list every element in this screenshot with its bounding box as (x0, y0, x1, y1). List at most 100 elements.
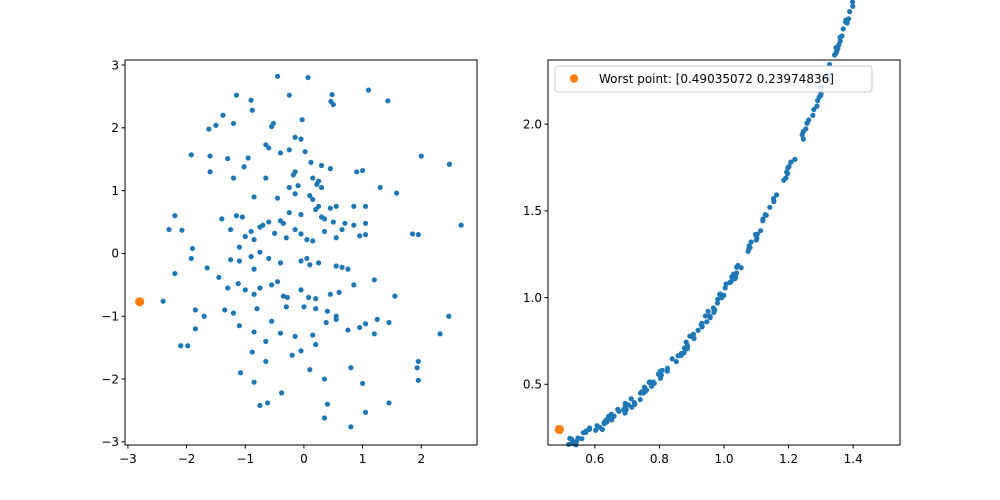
right-data-point (669, 356, 675, 362)
left-data-point (306, 294, 312, 301)
left-x-axis: −3 −2 −1 0 1 2 (119, 445, 425, 466)
left-data-point (192, 326, 198, 332)
right-data-point (629, 404, 635, 410)
right-data-point (747, 245, 753, 251)
left-data-point (330, 101, 336, 108)
right-data-point (673, 359, 679, 365)
left-data-point (248, 228, 254, 235)
left-data-point (251, 329, 257, 335)
left-data-point (292, 226, 298, 233)
left-data-point (329, 91, 335, 98)
right-data-point (575, 435, 581, 441)
left-data-point (299, 117, 305, 123)
left-data-point (409, 231, 416, 237)
left-data-point (264, 400, 271, 406)
left-data-point (362, 232, 369, 238)
left-data-point (166, 226, 172, 233)
left-data-point (316, 260, 322, 266)
left-data-point (354, 169, 360, 175)
right-data-point (760, 216, 766, 222)
right-data-point (675, 353, 681, 359)
right-scatter-plot: 0.6 0.8 1.0 1.2 1.4 0.5 1.0 1.5 2.0 Worst point… (523, 0, 901, 466)
left-data-point (222, 307, 228, 313)
left-y-tick-label: 3 (111, 58, 119, 72)
right-data-point (758, 228, 764, 234)
left-data-point (172, 270, 178, 277)
left-data-point (298, 136, 304, 142)
left-data-point (392, 293, 398, 299)
left-data-point (201, 313, 207, 319)
right-x-tick-label: 1.0 (714, 452, 733, 466)
left-data-point (351, 222, 357, 228)
right-data-point (728, 279, 734, 285)
right-x-tick-label: 1.2 (779, 452, 798, 466)
left-data-point (333, 316, 339, 322)
legend-box (554, 65, 873, 93)
right-data-point (786, 163, 792, 170)
left-data-point (333, 263, 339, 269)
left-data-point (277, 260, 284, 266)
left-data-point (179, 227, 185, 233)
right-x-tick-label: 0.6 (585, 452, 604, 466)
left-data-point (257, 402, 263, 409)
left-data-point (286, 184, 292, 191)
left-data-point (327, 166, 333, 172)
left-data-point (374, 316, 380, 322)
left-y-tick-label: 0 (111, 247, 119, 261)
left-data-point (277, 330, 284, 336)
left-data-point (228, 257, 234, 263)
left-data-point (301, 304, 307, 310)
right-data-point (567, 435, 573, 441)
left-data-point (371, 277, 377, 283)
legend-label: Worst point: [0.49035072 0.23974836] (599, 72, 834, 86)
left-data-point (313, 306, 319, 312)
right-data-point (586, 426, 593, 432)
left-data-point (304, 255, 310, 262)
left-data-point (251, 194, 257, 200)
left-data-point (283, 304, 289, 310)
left-data-point (365, 87, 372, 93)
left-data-point (298, 231, 304, 237)
right-data-point (803, 126, 809, 132)
right-data-point (628, 396, 634, 402)
left-data-point (230, 310, 237, 316)
left-data-point (313, 206, 319, 213)
right-data-point (605, 417, 611, 423)
right-data-point (839, 33, 845, 39)
left-data-point (298, 287, 304, 293)
right-data-point (637, 396, 643, 403)
left-data-point (360, 167, 366, 174)
right-worst-point (554, 424, 565, 435)
left-y-tick-label: −1 (101, 310, 119, 324)
right-data-point (800, 136, 806, 142)
left-data-point (236, 258, 242, 264)
left-data-point (274, 279, 281, 285)
left-data-point (305, 74, 311, 81)
left-data-point (321, 216, 328, 222)
left-data-point (272, 230, 278, 236)
left-data-point (269, 123, 275, 130)
left-data-point (284, 294, 291, 301)
right-data-point (735, 262, 741, 269)
right-data-point (767, 204, 773, 210)
left-data-point (386, 400, 392, 406)
left-data-point (286, 92, 292, 98)
left-data-point (192, 307, 198, 313)
left-data-point (277, 150, 284, 156)
left-data-point (251, 291, 257, 297)
right-data-point (810, 112, 816, 118)
left-data-point (458, 222, 464, 228)
right-data-point (748, 239, 754, 245)
left-axes-frame (124, 59, 478, 446)
left-data-point (298, 211, 304, 218)
left-data-point (292, 134, 298, 140)
left-data-point (263, 338, 269, 344)
left-data-point (323, 319, 329, 326)
left-data-point (280, 220, 286, 226)
right-data-point (792, 156, 798, 162)
right-x-axis: 0.6 0.8 1.0 1.2 1.4 (585, 445, 863, 466)
left-data-point (266, 145, 272, 151)
left-data-point (330, 219, 336, 225)
left-data-point (318, 162, 325, 169)
